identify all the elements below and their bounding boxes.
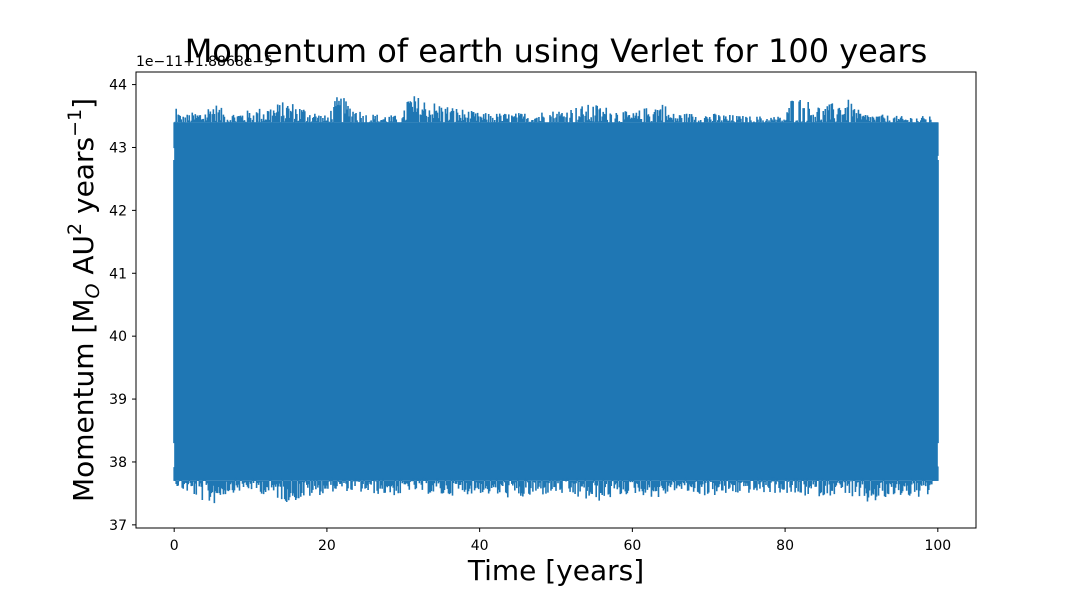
x-tick-label: 100	[924, 538, 951, 554]
x-tick-label: 20	[318, 538, 336, 554]
y-axis-label-superscript-2: −1	[64, 109, 86, 137]
y-axis-label: Momentum [MO AU2 years−1]	[64, 98, 104, 502]
y-axis-label-middle: AU	[67, 235, 100, 284]
y-tick-label: 41	[109, 266, 127, 282]
series-layer	[173, 96, 939, 504]
x-axis-ticks: 0 20 40 60 80 100	[170, 528, 951, 554]
x-tick-label: 40	[471, 538, 489, 554]
y-tick-label: 43	[109, 140, 127, 156]
y-axis-label-superscript-1: 2	[64, 223, 86, 235]
y-tick-label: 44	[109, 78, 127, 94]
x-axis-label: Time [years]	[467, 554, 644, 587]
x-tick-label: 60	[623, 538, 641, 554]
y-tick-label: 38	[109, 455, 127, 471]
y-tick-label: 40	[109, 329, 127, 345]
series-envelope-spikes	[173, 96, 939, 504]
x-tick-label: 80	[776, 538, 794, 554]
plot-area: 0 20 40 60 80 100 37 38 39 40 41 42 43 44	[109, 71, 977, 554]
y-tick-label: 42	[109, 203, 127, 219]
y-axis-label-prefix: Momentum [M	[67, 299, 100, 503]
y-tick-label: 39	[109, 392, 127, 408]
y-axis-label-subscript: O	[82, 284, 104, 299]
x-tick-label: 0	[170, 538, 179, 554]
y-axis-label-middle-2: years	[67, 137, 100, 223]
y-axis-label-suffix: ]	[67, 98, 100, 109]
y-tick-label: 37	[109, 518, 127, 534]
series-band	[174, 122, 938, 481]
axes-frame	[135, 71, 977, 529]
y-axis-offset-text: 1e−11+1.8868e−5	[136, 54, 273, 70]
y-axis-ticks: 37 38 39 40 41 42 43 44	[109, 78, 136, 534]
chart-title: Momentum of earth using Verlet for 100 y…	[185, 32, 928, 70]
